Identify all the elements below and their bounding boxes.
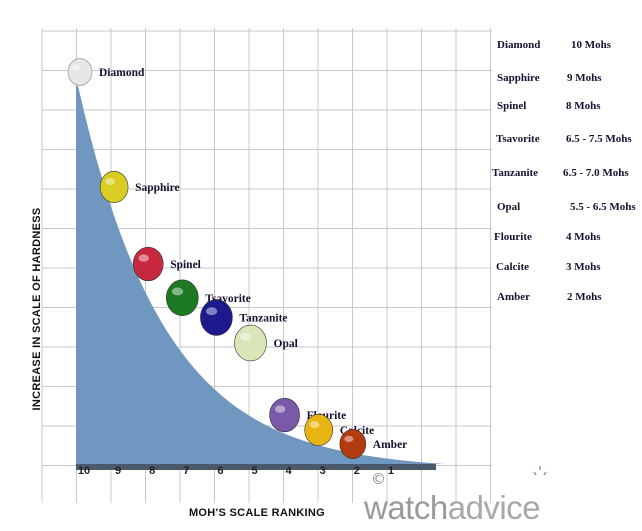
legend-hardness-value: 4 Mohs — [566, 231, 601, 243]
x-tick-label: 5 — [251, 465, 257, 477]
gem-marker — [234, 324, 267, 362]
gem-sapphire: Sapphire — [99, 171, 180, 203]
clock-icon — [533, 466, 547, 476]
copyright-symbol: © — [371, 470, 386, 488]
gem-marker — [304, 414, 334, 446]
hardness-area — [76, 86, 445, 464]
gem-highlight — [344, 435, 354, 443]
legend-row: Amber 2 Mohs — [497, 291, 602, 303]
gem-marker — [166, 279, 199, 316]
gem-highlight — [105, 178, 115, 185]
legend-hardness-value: 6.5 - 7.0 Mohs — [563, 167, 629, 179]
gem-spinel: Spinel — [132, 246, 201, 282]
legend-gem-name: Calcite — [496, 261, 529, 273]
gem-marker — [99, 171, 129, 203]
x-tick-label: 2 — [354, 465, 360, 477]
legend-gem-name: Amber — [497, 291, 530, 303]
x-tick-label: 6 — [217, 465, 223, 477]
x-tick-label: 8 — [149, 465, 155, 477]
gem-highlight — [138, 254, 149, 262]
gem-label: Tanzanite — [239, 313, 287, 325]
gem-highlight — [171, 287, 184, 296]
legend-hardness-value: 9 Mohs — [567, 72, 602, 84]
gem-marker — [339, 429, 367, 459]
gem-diamond: Diamond — [67, 58, 145, 86]
legend-gem-name: Spinel — [497, 100, 526, 112]
gem-label: Diamond — [99, 67, 145, 79]
watermark: © watchadvice — [363, 466, 547, 526]
gem-tsavorite: Tsavorite — [166, 279, 251, 316]
legend-gem-name: Tanzanite — [492, 167, 538, 179]
legend-row: Sapphire 9 Mohs — [497, 72, 602, 84]
area-layer — [76, 86, 445, 470]
gem-opal: Opal — [234, 324, 298, 362]
legend-gem-name: Diamond — [497, 39, 540, 51]
legend-hardness-value: 8 Mohs — [566, 100, 601, 112]
legend-row: Tanzanite 6.5 - 7.0 Mohs — [492, 167, 629, 179]
legend-hardness-value: 5.5 - 6.5 Mohs — [570, 201, 636, 213]
gem-highlight — [72, 64, 81, 71]
brand-logo: watchadvice — [363, 489, 540, 526]
gem-highlight — [309, 421, 320, 428]
gem-highlight — [240, 332, 252, 341]
legend: Diamond 10 Mohs Sapphire 9 Mohs Spinel 8 Mohs… — [492, 39, 636, 303]
legend-hardness-value: 2 Mohs — [567, 291, 602, 303]
x-tick-label: 9 — [115, 465, 121, 477]
gem-label: Opal — [274, 338, 298, 350]
x-tick-label: 3 — [320, 465, 326, 477]
gem-tanzanite: Tanzanite — [200, 299, 288, 336]
gem-marker — [67, 58, 93, 86]
legend-gem-name: Flourite — [494, 231, 532, 243]
x-tick-label: 1 — [388, 465, 394, 477]
legend-gem-name: Sapphire — [497, 72, 540, 84]
x-tick-label: 4 — [286, 465, 293, 477]
gem-marker — [200, 299, 233, 336]
gem-label: Sapphire — [135, 182, 180, 194]
x-axis-title: MOH'S SCALE RANKING — [189, 507, 325, 519]
brand-logo-advice: advice — [448, 489, 540, 526]
gem-highlight — [206, 307, 218, 316]
x-tick-label: 7 — [183, 465, 189, 477]
gem-label: Spinel — [170, 259, 201, 271]
legend-row: Flourite 4 Mohs — [494, 231, 601, 243]
legend-row: Opal 5.5 - 6.5 Mohs — [497, 201, 636, 213]
gem-marker — [132, 246, 164, 282]
legend-row: Spinel 8 Mohs — [497, 100, 601, 112]
legend-hardness-value: 3 Mohs — [566, 261, 601, 273]
axis-baseline — [76, 464, 436, 470]
legend-gem-name: Tsavorite — [496, 133, 540, 145]
legend-gem-name: Opal — [497, 201, 520, 213]
legend-row: Diamond 10 Mohs — [497, 39, 612, 51]
gem-amber: Amber — [339, 429, 408, 459]
legend-row: Calcite 3 Mohs — [496, 261, 601, 273]
brand-logo-watch: watch — [363, 489, 448, 526]
legend-hardness-value: 10 Mohs — [571, 39, 612, 51]
legend-row: Tsavorite 6.5 - 7.5 Mohs — [496, 133, 632, 145]
legend-hardness-value: 6.5 - 7.5 Mohs — [566, 133, 632, 145]
y-axis-title: INCREASE IN SCALE OF HARDNESS — [31, 207, 43, 410]
x-tick-label: 10 — [78, 465, 90, 477]
x-ticks: 10 9 8 7 6 5 4 3 2 1 — [78, 465, 394, 477]
gem-highlight — [274, 405, 286, 413]
gem-label: Amber — [373, 439, 408, 451]
gem-marker — [269, 397, 300, 433]
